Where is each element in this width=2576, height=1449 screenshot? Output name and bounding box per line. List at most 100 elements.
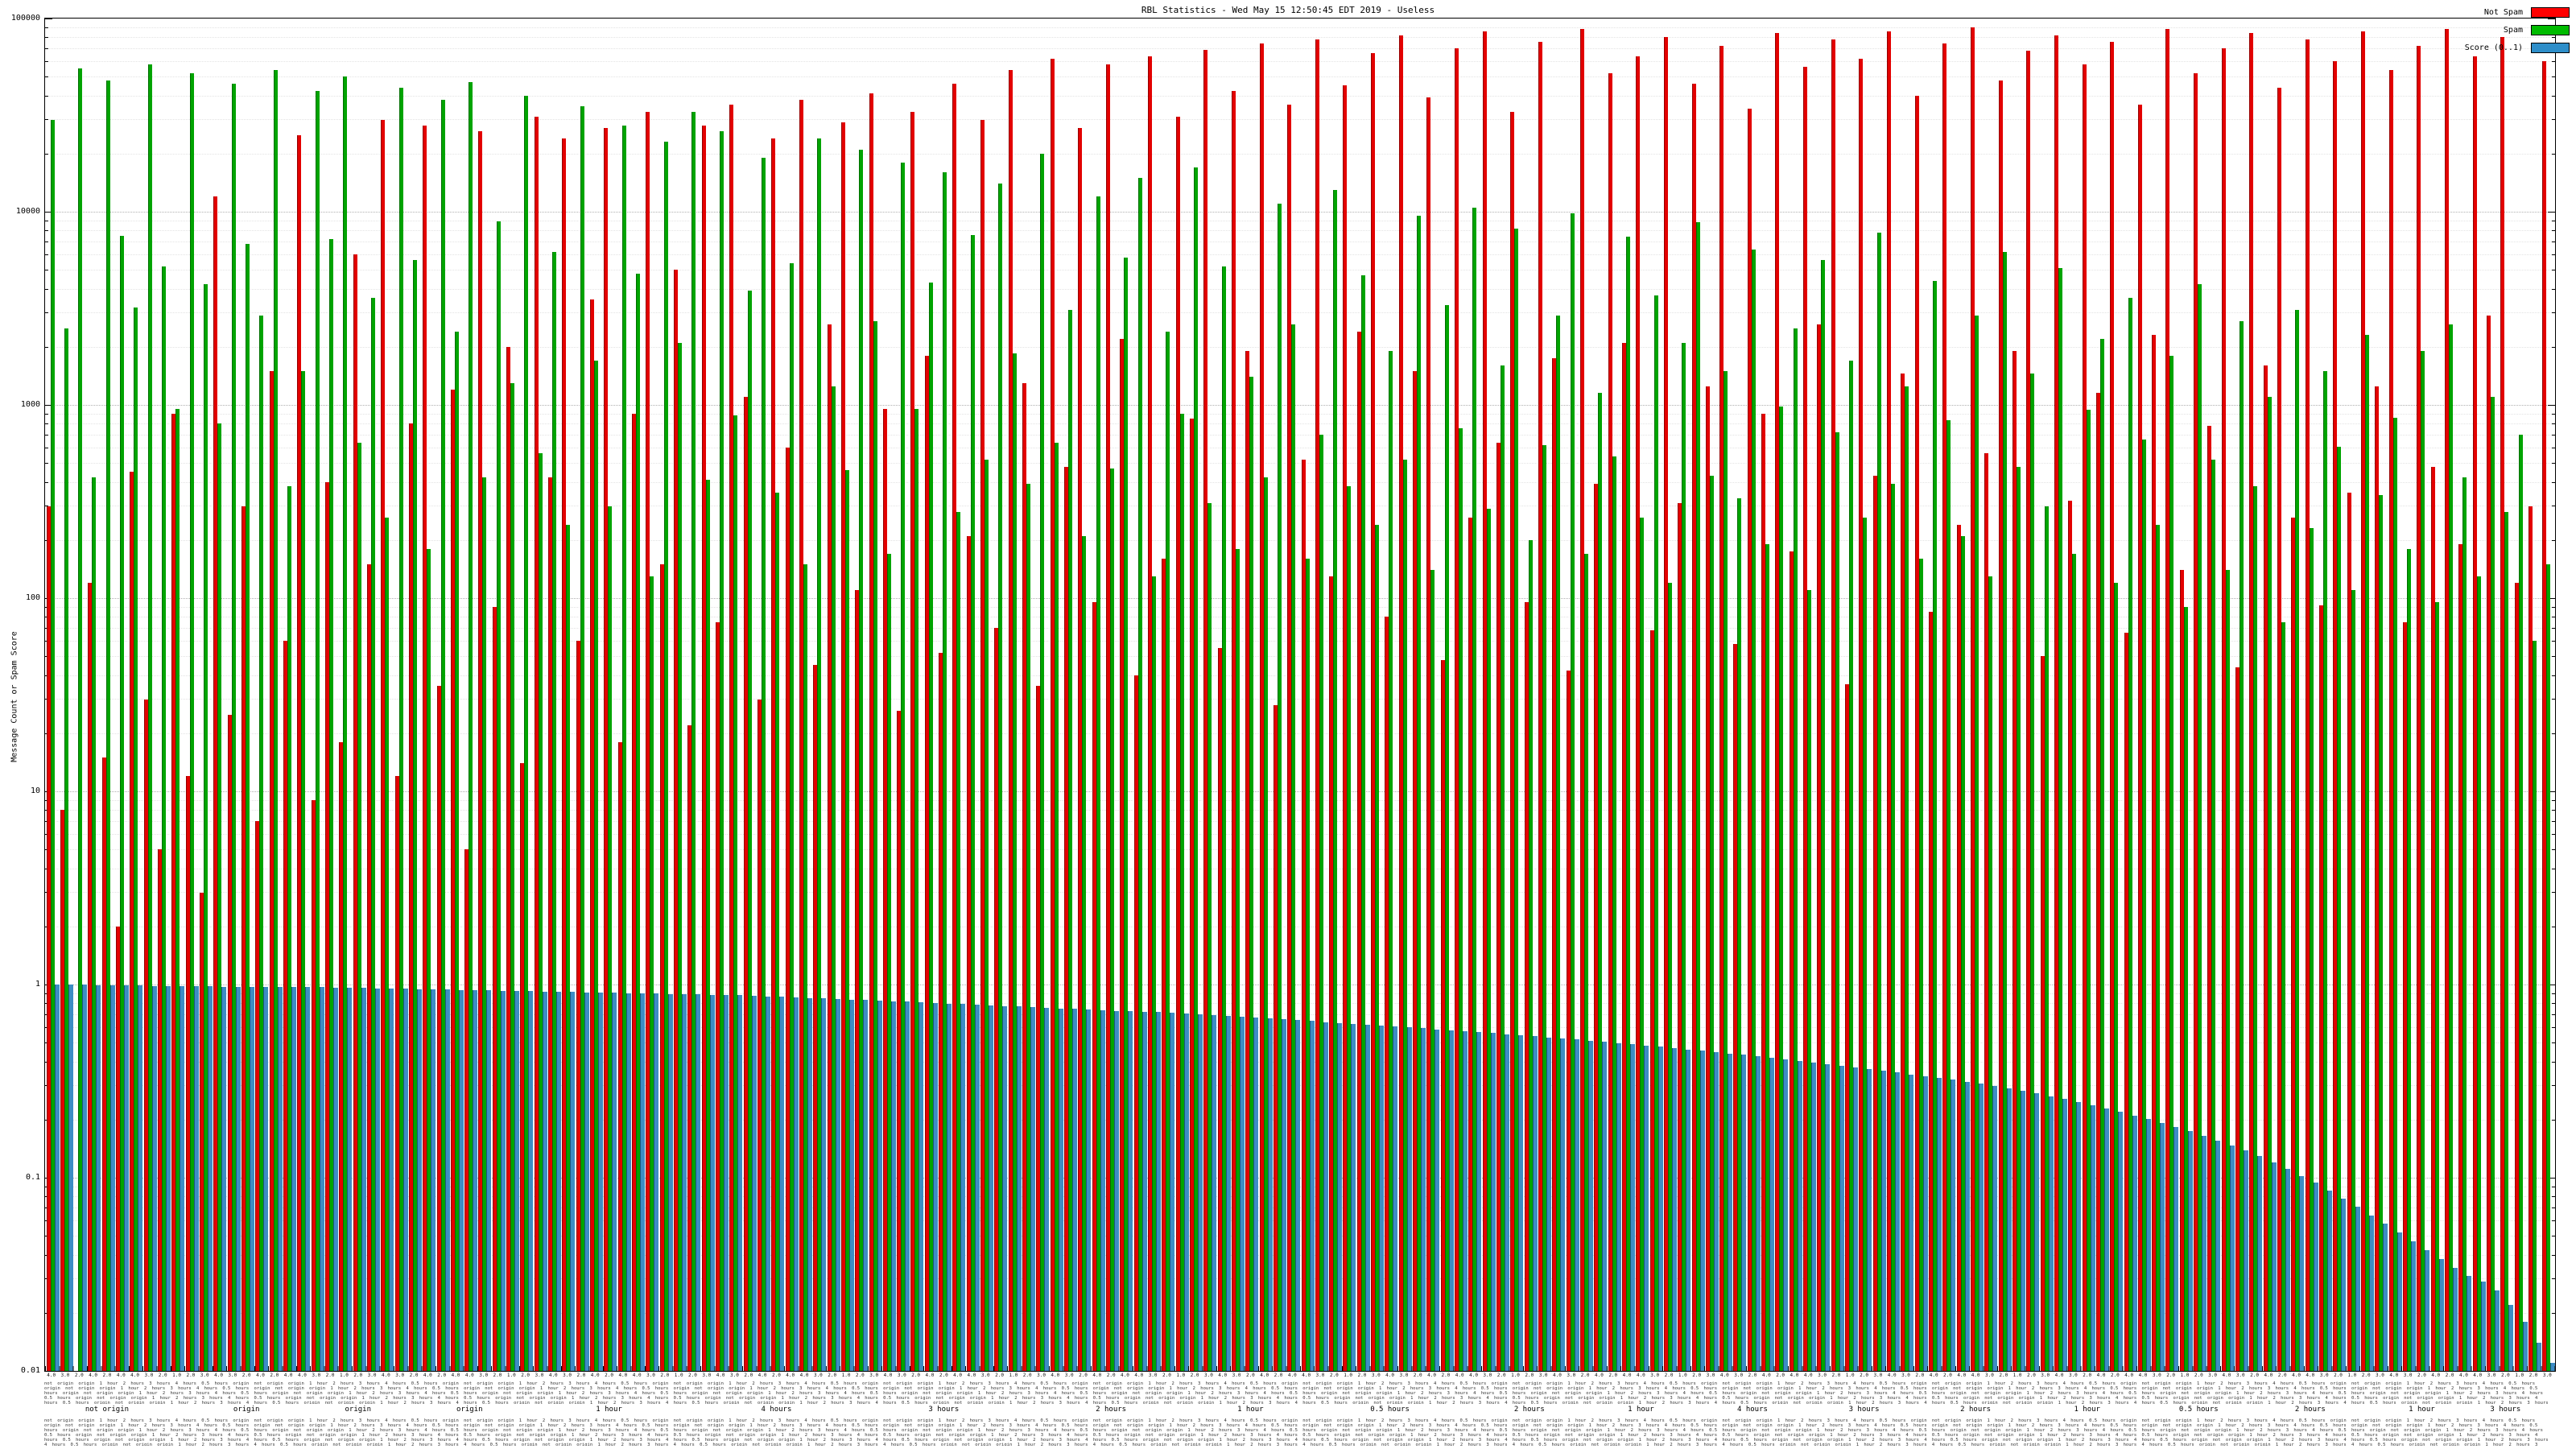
bar-not-spam [242, 506, 246, 1371]
legend-item-not-spam: Not Spam [2465, 3, 2570, 21]
x-score-label: 2.0 [2417, 1373, 2426, 1378]
y-minor-tick-mark [2552, 435, 2555, 436]
bar-spam [1444, 304, 1449, 1371]
x-score-label: 3.0 [228, 1373, 237, 1378]
bar-not-spam [1510, 111, 1515, 1371]
bar-not-spam [1217, 648, 1222, 1371]
y-minor-tick-mark [2552, 821, 2555, 823]
x-score-label: 2.0 [2083, 1373, 2092, 1378]
x-group-label: 0.5 hours [1370, 1406, 1410, 1414]
bar-not-spam [1649, 630, 1654, 1371]
x-score-label: 4.0 [1636, 1373, 1645, 1378]
bar-score [444, 989, 450, 1371]
bar-not-spam [1175, 117, 1180, 1371]
bar-not-spam [869, 93, 873, 1371]
bar-score [1546, 1037, 1551, 1371]
y-minor-tick-mark [2552, 1220, 2555, 1222]
bar-spam [1821, 260, 1826, 1371]
x-score-label: 2.0 [605, 1373, 613, 1378]
bar-spam [134, 307, 138, 1371]
x-score-label: 2.0 [74, 1373, 84, 1378]
x-score-label: 2.0 [2166, 1373, 2176, 1378]
x-score-label: 4.0 [130, 1373, 139, 1378]
bar-score [2062, 1099, 2067, 1371]
bar-not-spam [674, 270, 678, 1371]
x-group-label: 2 hours [1096, 1406, 1127, 1414]
x-score-label: 4.0 [1134, 1373, 1144, 1378]
x-score-label: 1.0 [1344, 1373, 1353, 1378]
bar-score [1448, 1030, 1454, 1371]
x-score-label: 2.0 [186, 1373, 196, 1378]
bar-score [2020, 1090, 2025, 1371]
bar-score [1560, 1038, 1566, 1371]
bar-not-spam [1872, 475, 1877, 1371]
x-score-label: 3.0 [813, 1373, 823, 1378]
bar-not-spam [1273, 704, 1278, 1371]
y-minor-tick-mark [45, 346, 48, 348]
bar-score [947, 1003, 952, 1371]
bar-not-spam [1064, 466, 1069, 1371]
bar-not-spam [617, 741, 622, 1371]
bar-spam [120, 236, 125, 1371]
bar-not-spam [1663, 37, 1668, 1371]
x-score-label: 4.0 [590, 1373, 600, 1378]
bar-score [361, 988, 366, 1371]
bar-score [682, 994, 687, 1371]
bar-spam [1807, 590, 1812, 1371]
bar-not-spam [2542, 61, 2547, 1371]
gridline-decade [45, 405, 2555, 406]
y-minor-tick-mark [2552, 641, 2555, 642]
x-score-label: 4.0 [2096, 1373, 2106, 1378]
bar-not-spam [1621, 342, 1626, 1371]
bar-spam [1402, 460, 1407, 1371]
y-minor-tick-mark [45, 481, 48, 483]
bar-spam [1765, 544, 1770, 1371]
y-minor-tick-mark [2552, 1003, 2555, 1005]
bar-score [2271, 1162, 2277, 1371]
bar-not-spam [2026, 51, 2031, 1371]
x-score-label: 2.0 [1608, 1373, 1618, 1378]
bar-spam [1472, 207, 1477, 1371]
bar-score [2452, 1268, 2458, 1371]
bar-score [2494, 1290, 2500, 1371]
y-tick-mark [45, 405, 52, 406]
bar-not-spam [1859, 58, 1864, 1371]
bar-not-spam [1831, 39, 1835, 1371]
bar-not-spam [1315, 39, 1319, 1371]
x-score-label: 4.0 [1553, 1373, 1562, 1378]
gridline-minor [45, 1003, 2555, 1005]
bar-score [1058, 1008, 1063, 1371]
bar-not-spam [548, 477, 553, 1371]
bar-spam [2421, 351, 2425, 1371]
bar-spam [1249, 376, 1254, 1371]
bar-spam [663, 142, 668, 1371]
bar-spam [844, 469, 849, 1371]
y-tick-mark [45, 1371, 52, 1372]
bar-not-spam [1133, 675, 1138, 1371]
x-score-label: 4.0 [2473, 1373, 2483, 1378]
gridline-minor [45, 834, 2555, 836]
bar-not-spam [200, 892, 204, 1371]
bar-not-spam [2528, 506, 2533, 1371]
bar-score [640, 993, 646, 1371]
bar-spam [1751, 249, 1756, 1371]
bar-spam [92, 477, 97, 1371]
bar-spam [733, 415, 738, 1371]
bar-score [1728, 1053, 1733, 1371]
x-score-label: 2.0 [660, 1373, 670, 1378]
bar-spam [1988, 576, 1993, 1371]
bar-spam [691, 111, 696, 1371]
bar-spam [2379, 495, 2384, 1371]
bar-spam [2253, 485, 2258, 1371]
x-score-label: 2.0 [2194, 1373, 2203, 1378]
bar-score [1922, 1075, 1928, 1371]
y-minor-tick-mark [2552, 1254, 2555, 1256]
bar-spam [1514, 228, 1519, 1371]
bar-score [1825, 1063, 1831, 1371]
bar-score [96, 985, 101, 1371]
x-score-label: 2.0 [325, 1373, 335, 1378]
x-score-label: 3.0 [2376, 1373, 2384, 1378]
x-score-label: 3.0 [2319, 1373, 2329, 1378]
bar-not-spam [2388, 70, 2393, 1371]
bar-score [765, 996, 770, 1371]
